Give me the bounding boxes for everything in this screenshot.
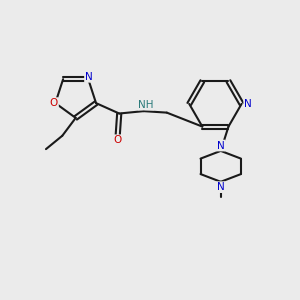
Text: O: O bbox=[50, 98, 58, 108]
Text: N: N bbox=[217, 140, 225, 151]
Text: N: N bbox=[85, 72, 93, 82]
Text: N: N bbox=[244, 99, 252, 109]
Text: N: N bbox=[217, 182, 225, 192]
Text: O: O bbox=[114, 135, 122, 145]
Text: NH: NH bbox=[138, 100, 154, 110]
